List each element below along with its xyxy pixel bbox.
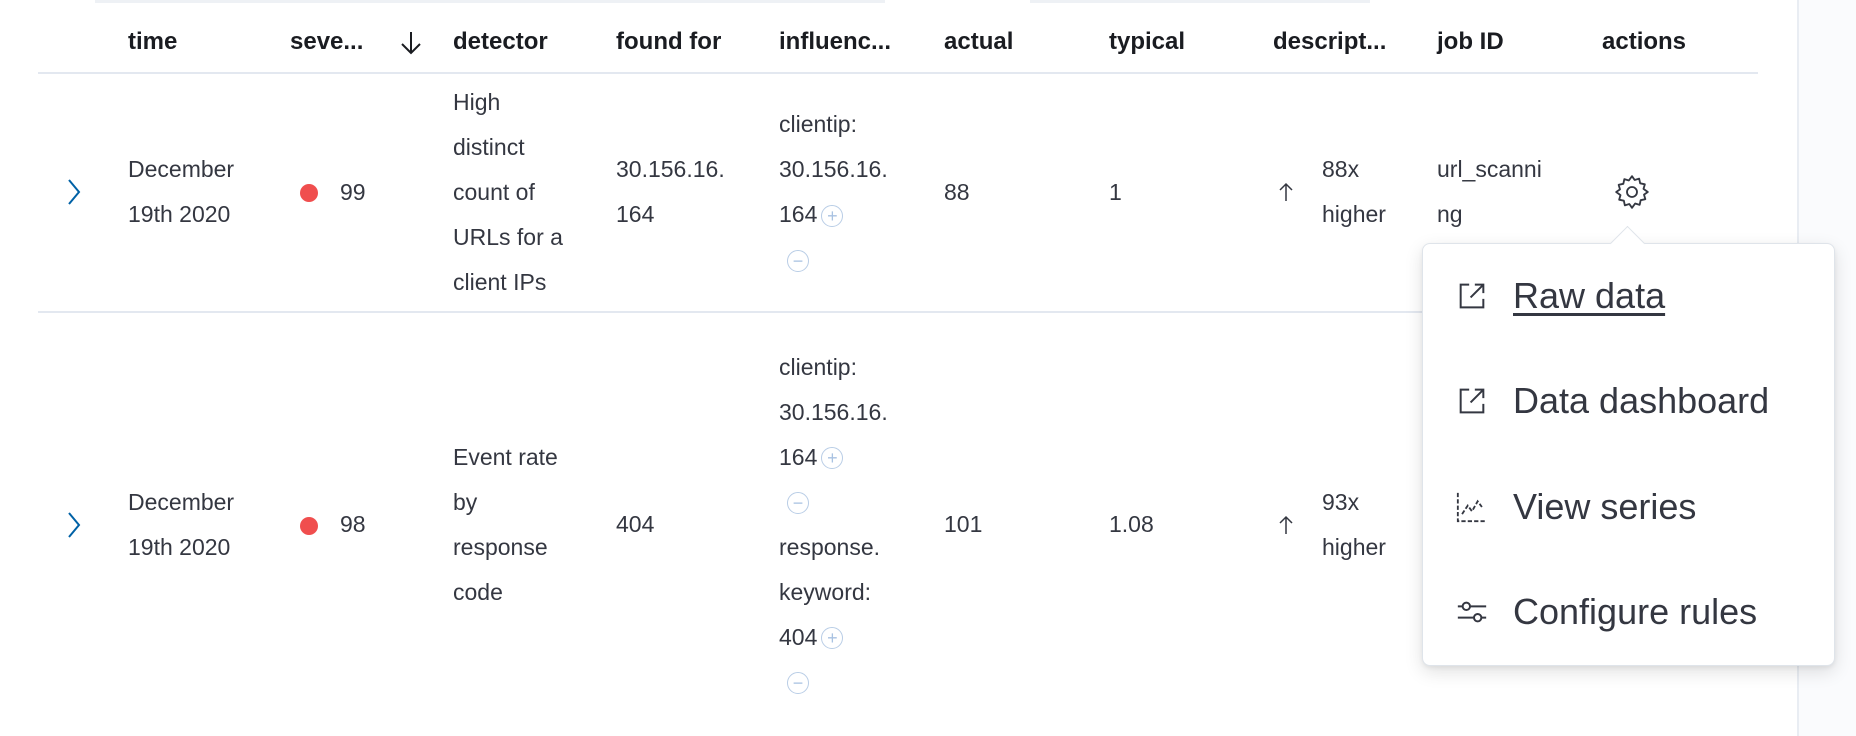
external-link-icon: [1455, 279, 1489, 313]
add-filter-plus-icon[interactable]: +: [821, 447, 844, 470]
typical-cell: 1.08: [1109, 511, 1154, 537]
influencer-value: keyword:: [779, 578, 872, 605]
column-header-influencers[interactable]: influenc...: [779, 28, 892, 55]
expand-row-chevron-icon[interactable]: [66, 313, 82, 736]
detector-text: URLs for a: [453, 223, 563, 250]
external-link-icon: [1455, 384, 1489, 418]
detector-text: response: [453, 533, 548, 560]
expand-row-chevron-icon[interactable]: [66, 74, 82, 310]
menu-item-label: Data dashboard: [1513, 380, 1770, 421]
severity-score: 98: [340, 511, 366, 537]
top-divider: [1030, 0, 1370, 3]
found-for-cell: 404: [616, 511, 655, 537]
severity-cell: 98: [300, 313, 366, 736]
description-cell: 88x higher: [1322, 74, 1386, 310]
influencer-name: clientip:: [779, 111, 857, 137]
influencer-value: 30.156.16.: [779, 398, 888, 425]
column-header-actual[interactable]: actual: [944, 28, 1014, 55]
menu-item-label: View series: [1513, 486, 1697, 527]
severity-cell: 99: [300, 74, 366, 310]
influencer-value: 30.156.16.: [779, 156, 888, 182]
detector-text: client IPs: [453, 268, 547, 295]
menu-item-view-series[interactable]: View series: [1455, 485, 1696, 529]
column-header-actions: actions: [1602, 28, 1687, 55]
arrow-down-icon[interactable]: [400, 30, 422, 56]
remove-filter-minus-icon[interactable]: −: [787, 249, 809, 272]
detector-cell: Event rate by response code: [453, 313, 558, 736]
row-divider: [38, 311, 1758, 313]
actual-cell: 101: [944, 511, 983, 537]
column-header-found-for[interactable]: found for: [616, 28, 722, 55]
column-header-detector[interactable]: detector: [453, 28, 548, 55]
time-cell: December 19th 2020: [128, 74, 234, 310]
description-text: 93x: [1322, 488, 1360, 515]
job-id-text: url_scanni: [1437, 156, 1542, 182]
time-text: December: [128, 488, 235, 515]
influencer-name: clientip:: [779, 353, 857, 380]
detector-text: count of: [453, 178, 535, 205]
column-header-typical[interactable]: typical: [1109, 28, 1186, 55]
influencer-value: 164: [779, 443, 818, 470]
time-text: 19th 2020: [128, 533, 231, 560]
table-row: December 19th 2020 99 High distinct coun…: [0, 74, 1760, 310]
remove-filter-minus-icon[interactable]: −: [787, 672, 809, 695]
found-for-text: 30.156.16.: [616, 156, 725, 182]
job-id-cell: url_scanni ng: [1437, 74, 1542, 310]
header-divider: [38, 72, 1758, 74]
detector-text: code: [453, 578, 503, 605]
influencer-value: 404: [779, 623, 818, 650]
influencers-cell: clientip: 30.156.16. 164 + −: [779, 74, 888, 310]
menu-item-label: Configure rules: [1513, 591, 1758, 632]
menu-item-label: Raw data: [1513, 275, 1666, 316]
arrow-up-icon: [1278, 74, 1294, 310]
influencer-name: response.: [779, 533, 881, 560]
description-text: higher: [1322, 533, 1386, 560]
detector-cell: High distinct count of URLs for a client…: [453, 74, 563, 310]
severity-score: 99: [340, 178, 366, 205]
chart-line-icon: [1455, 490, 1489, 524]
detector-text: by: [453, 488, 478, 515]
time-text: 19th 2020: [128, 201, 231, 227]
description-text: 88x: [1322, 156, 1360, 182]
detector-text: Event rate: [453, 443, 558, 470]
menu-item-raw-data[interactable]: Raw data: [1455, 274, 1665, 318]
job-id-text: ng: [1437, 201, 1463, 227]
description-cell: 93x higher: [1322, 313, 1386, 736]
gear-icon[interactable]: [1612, 74, 1652, 310]
actual-cell: 88: [944, 178, 970, 205]
table-row: December 19th 2020 98 Event rate by resp…: [0, 313, 1760, 736]
influencers-cell: clientip: 30.156.16. 164 + − response. ke…: [779, 313, 888, 736]
found-for-cell: 30.156.16. 164: [616, 74, 725, 310]
detector-text: High: [453, 88, 501, 115]
time-cell: December 19th 2020: [128, 313, 234, 736]
found-for-text: 164: [616, 201, 655, 227]
typical-cell: 1: [1109, 178, 1122, 205]
arrow-up-icon: [1278, 313, 1294, 736]
time-text: December: [128, 156, 235, 182]
menu-item-configure-rules[interactable]: Configure rules: [1455, 590, 1757, 634]
severity-dot-icon: [300, 184, 318, 203]
detector-text: distinct: [453, 133, 525, 160]
influencer-value: 164: [779, 201, 818, 227]
add-filter-plus-icon[interactable]: +: [821, 627, 844, 650]
column-header-job-id[interactable]: job ID: [1437, 28, 1504, 55]
sliders-icon: [1455, 595, 1489, 629]
description-text: higher: [1322, 201, 1386, 227]
column-header-severity[interactable]: seve...: [290, 28, 364, 55]
column-header-description[interactable]: descript...: [1273, 28, 1387, 55]
column-header-time[interactable]: time: [128, 28, 178, 55]
add-filter-plus-icon[interactable]: +: [821, 204, 844, 227]
actions-menu: Raw data Data dashboard View series Conf…: [1422, 225, 1835, 666]
top-divider: [95, 0, 885, 3]
severity-dot-icon: [300, 516, 318, 535]
menu-item-data-dashboard[interactable]: Data dashboard: [1455, 379, 1769, 423]
remove-filter-minus-icon[interactable]: −: [787, 492, 809, 515]
